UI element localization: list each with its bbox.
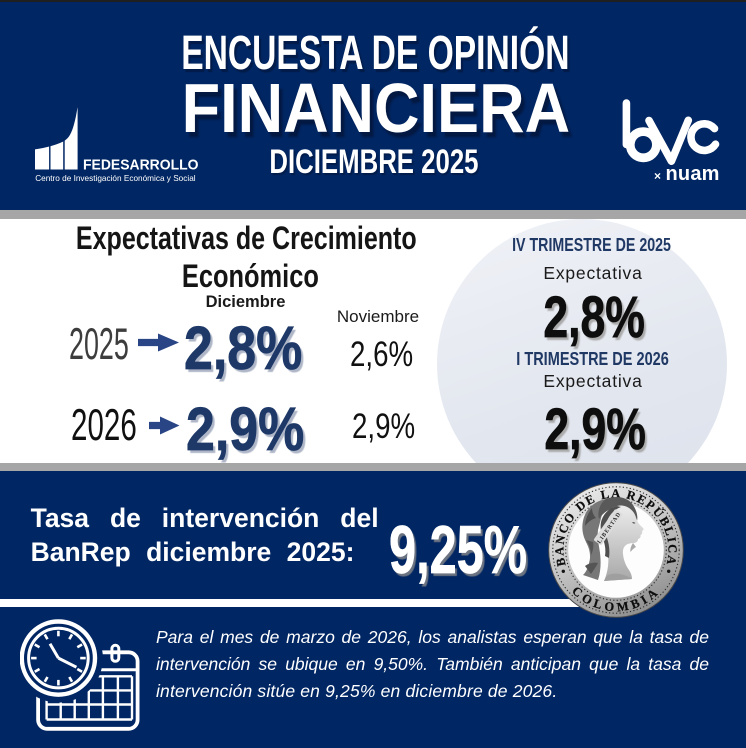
svg-text:×: × — [654, 169, 661, 183]
svg-text:Centro de Investigación Económ: Centro de Investigación Económica y Soci… — [35, 173, 196, 183]
svg-text:nuam: nuam — [666, 163, 720, 185]
svg-text:FEDESARROLLO: FEDESARROLLO — [83, 156, 199, 173]
